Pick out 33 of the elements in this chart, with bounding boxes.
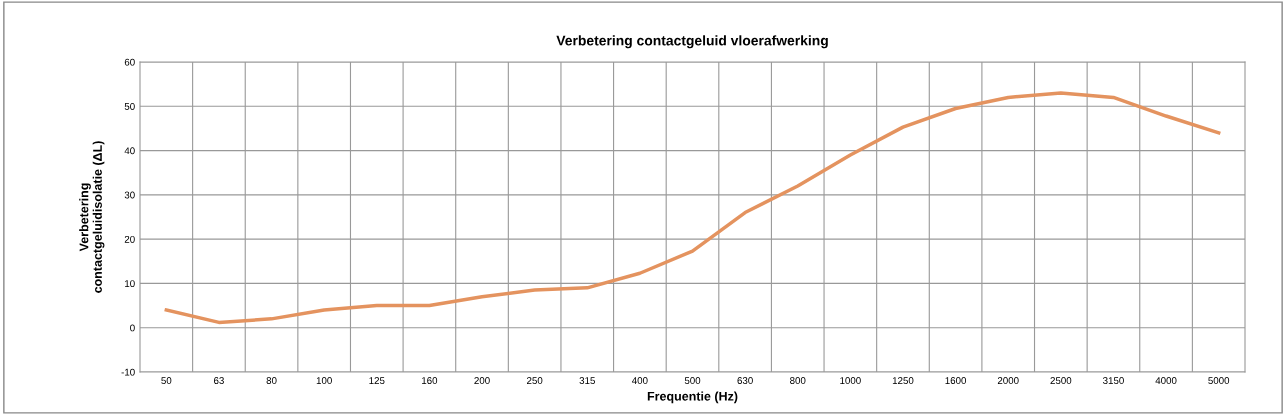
x-tick-label: 315	[579, 377, 595, 384]
x-tick-label: 2500	[1050, 377, 1072, 384]
x-tick-label: 3150	[1103, 377, 1124, 384]
x-tick-label: 400	[631, 377, 648, 384]
x-tick-label: 630	[737, 377, 753, 384]
x-axis-title: Frequentie (Hz)	[647, 391, 738, 404]
y-tick-label: 50	[124, 103, 135, 110]
y-tick-label: 30	[124, 191, 135, 199]
x-tick-label: 1250	[892, 377, 914, 384]
x-tick-label: 63	[214, 377, 224, 384]
y-tick-label: 60	[124, 58, 135, 66]
y-tick-label: -10	[121, 368, 135, 376]
x-tick-label: 1600	[945, 377, 967, 384]
x-tick-label: 500	[684, 377, 701, 384]
y-tick-label: 10	[125, 280, 135, 288]
y-tick-label: 0	[130, 324, 135, 332]
x-tick-label: 80	[266, 377, 277, 384]
y-axis-title: Verbetering contactgeluidisolatie (ΔL)	[79, 141, 105, 293]
x-tick-label: 250	[527, 377, 543, 384]
y-tick-label: 20	[124, 235, 135, 243]
x-tick-label: 1000	[840, 377, 861, 384]
chart-title: Verbetering contactgeluid vloerafwerking	[556, 35, 828, 49]
x-tick-label: 160	[422, 377, 438, 384]
x-tick-label: 50	[161, 377, 172, 384]
x-tick-label: 200	[474, 377, 490, 384]
x-tick-label: 125	[369, 377, 385, 384]
x-tick-label: 5000	[1208, 377, 1230, 384]
line-series	[164, 91, 1221, 325]
x-tick-label: 100	[316, 377, 332, 384]
x-tick-label: 2000	[997, 377, 1019, 384]
x-tick-label: 4000	[1155, 377, 1177, 384]
y-tick-label: 40	[124, 147, 135, 155]
x-tick-label: 800	[790, 377, 806, 384]
